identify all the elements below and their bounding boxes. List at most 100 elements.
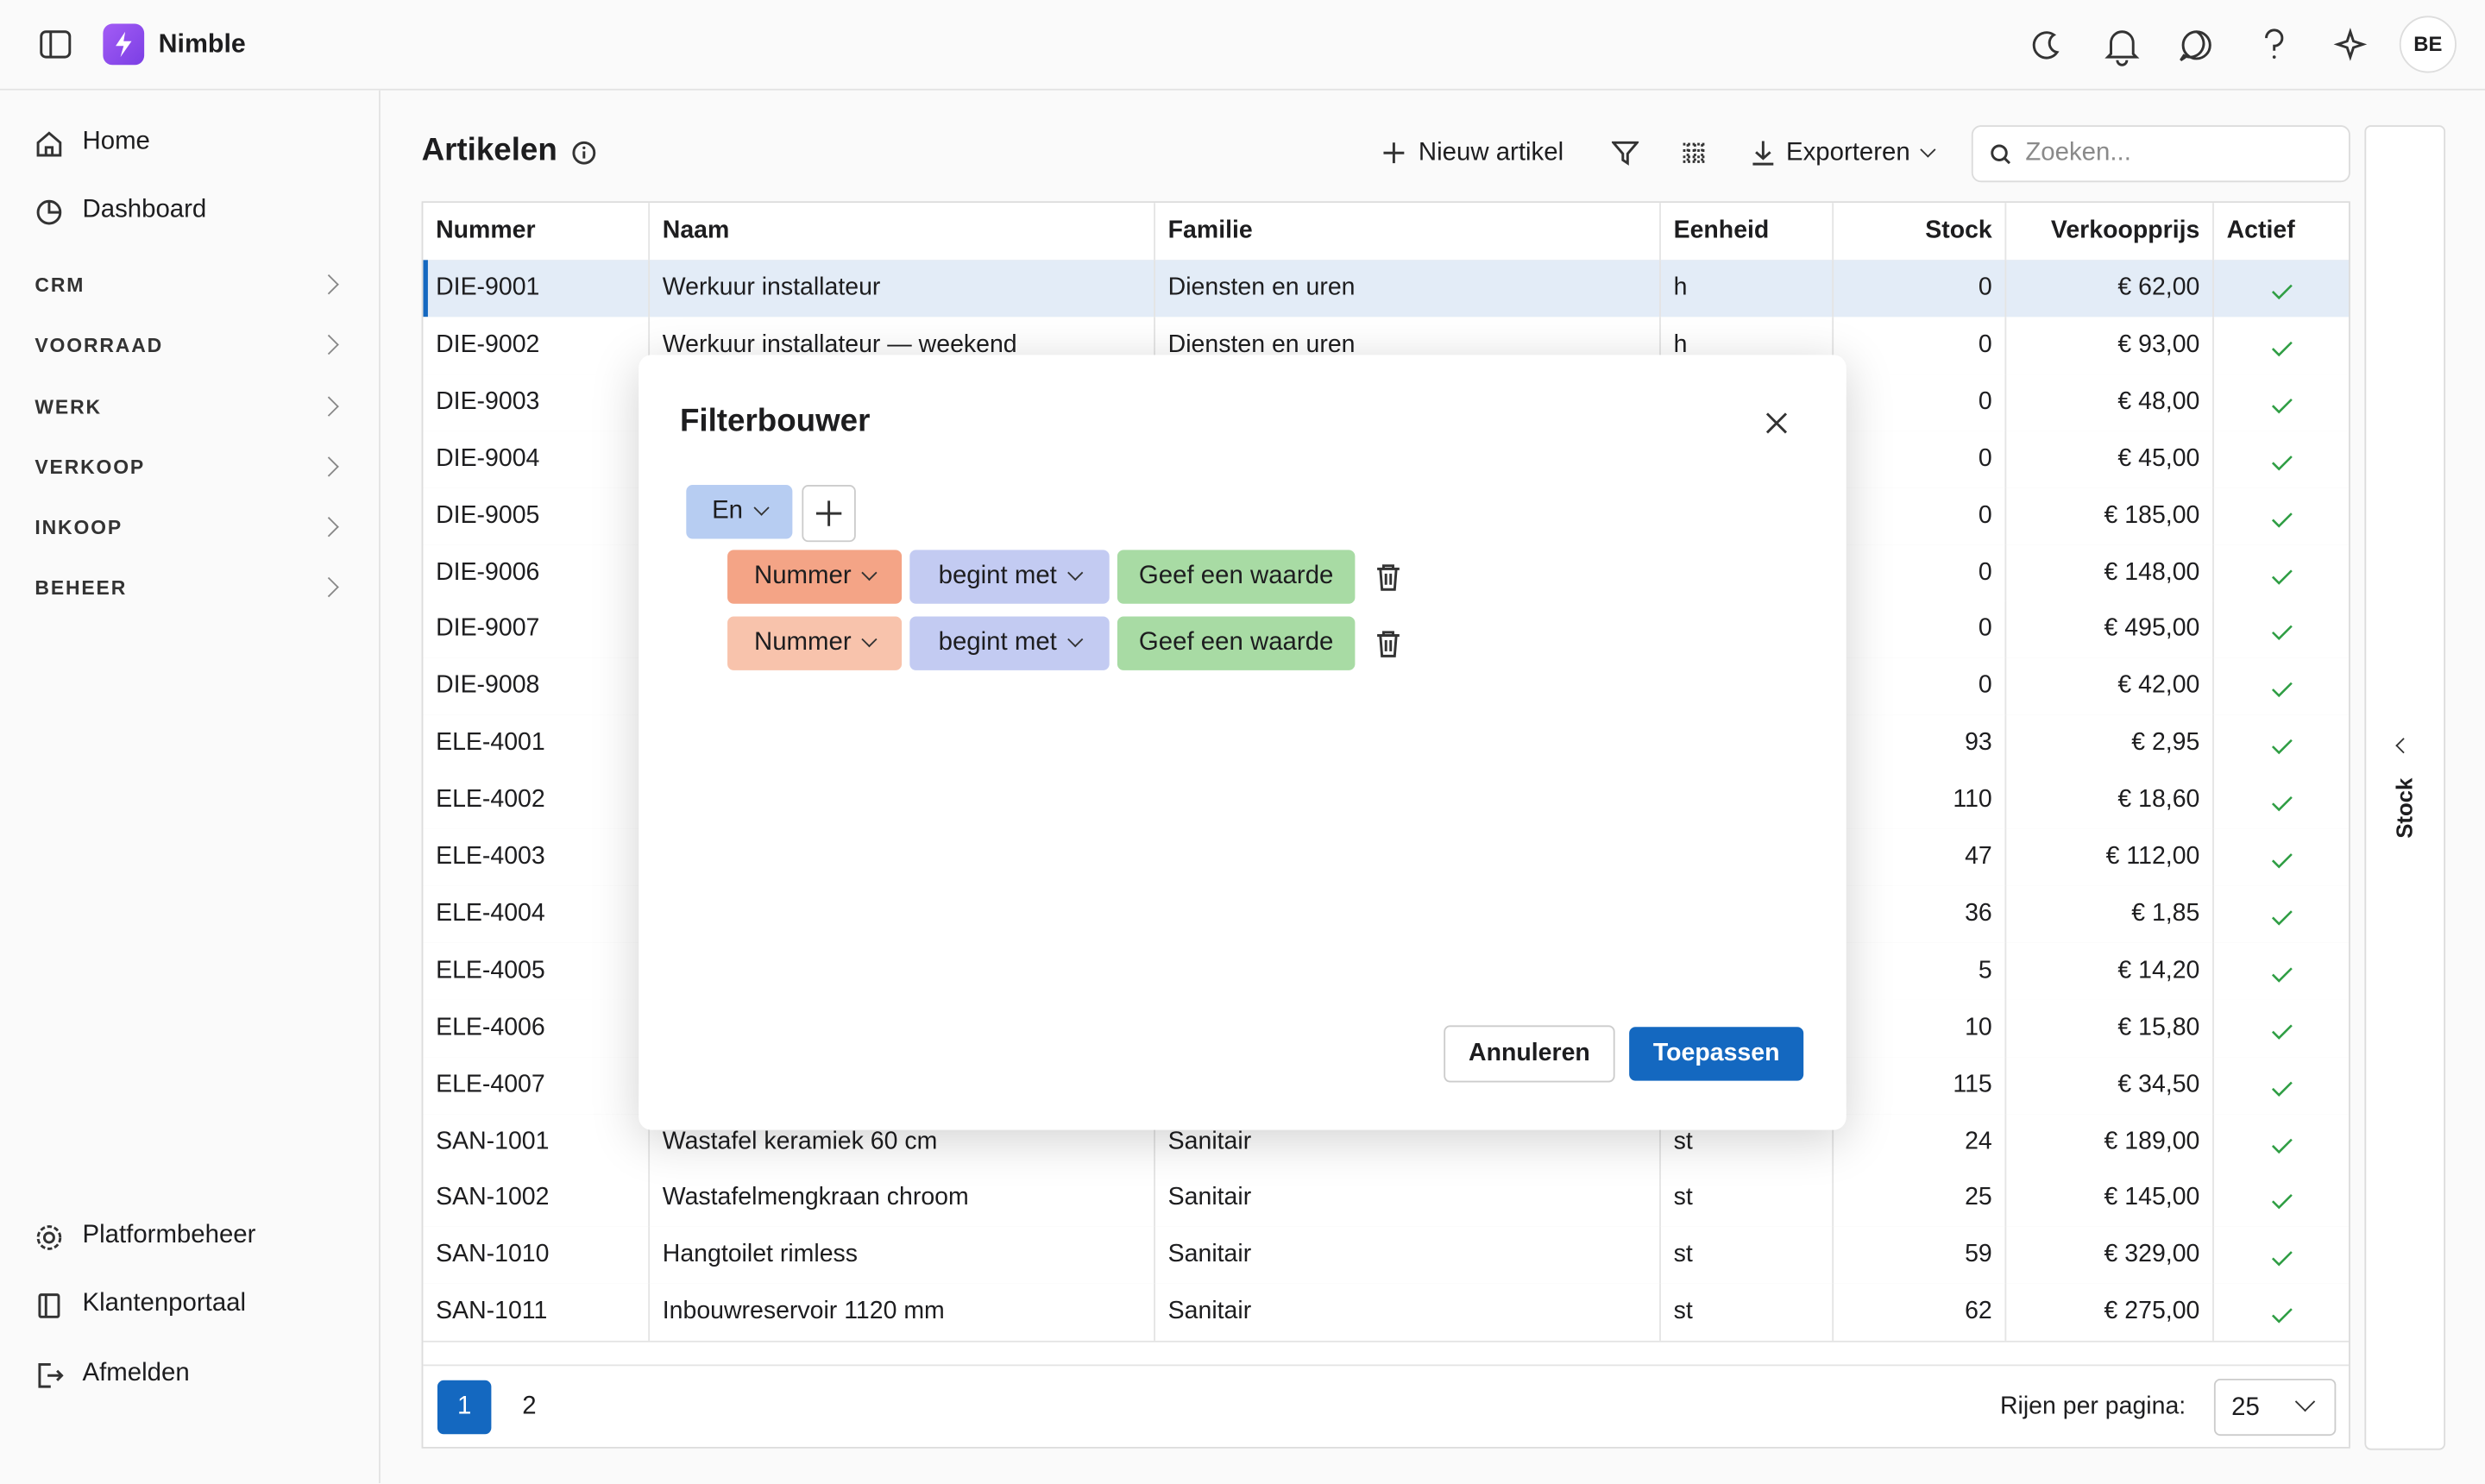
table-cell: DIE-9002 xyxy=(423,317,651,374)
avatar[interactable]: BE xyxy=(2399,16,2457,73)
table-cell: Sanitair xyxy=(1155,1227,1661,1285)
nav-icon[interactable] xyxy=(35,1361,64,1390)
nav-section[interactable]: VOORRAAD xyxy=(35,334,164,357)
table-cell: Werkuur installateur — weekend xyxy=(650,317,1155,374)
info-icon[interactable] xyxy=(572,141,596,165)
rule-condition-label: begint met xyxy=(938,629,1057,657)
nav-icon[interactable] xyxy=(35,130,63,159)
table-cell: st xyxy=(1661,1170,1834,1228)
add-rule-button[interactable] xyxy=(802,485,856,543)
table-header: Nummer Naam Familie Eenheid Stock Verkoopprij… xyxy=(423,203,2350,262)
table-row[interactable]: DIE-9001 Werkuur installateur Diensten en … xyxy=(423,260,2350,319)
rule-value[interactable]: Geef een waarde xyxy=(1117,616,1356,670)
header-icons[interactable] xyxy=(2013,25,2394,66)
rows-per-page-value: 25 xyxy=(2231,1394,2260,1422)
table-cell: DIE-9003 xyxy=(423,374,651,431)
table-cell: Sanitair xyxy=(1155,1284,1661,1342)
table-cell: Inbouwreservoir 1120 mm xyxy=(650,1284,1155,1342)
column-header[interactable]: Stock xyxy=(1834,203,2007,261)
table-cell: 0 xyxy=(1834,487,2007,545)
table-cell: Wastafel keramiek 60 cm xyxy=(650,1113,1155,1171)
column-header[interactable]: Actief xyxy=(2214,203,2349,260)
nav-section[interactable]: WERK xyxy=(35,396,102,418)
table-cell: € 2,95 xyxy=(2006,714,2214,772)
table-cell: Sanitair xyxy=(1155,1170,1661,1228)
table-cell: st xyxy=(1661,1284,1834,1342)
nav-section[interactable]: CRM xyxy=(35,274,85,297)
table-cell: € 148,00 xyxy=(2006,544,2214,602)
rule-field[interactable]: Nummer xyxy=(727,550,903,604)
table-cell: 59 xyxy=(1834,1227,2007,1285)
export-label: Exporteren xyxy=(1785,139,1910,167)
plus-icon xyxy=(1383,142,1405,164)
nav-section[interactable]: BEHEER xyxy=(35,576,128,600)
apply-button[interactable]: Toepassen xyxy=(1629,1027,1804,1081)
table-cell: 24 xyxy=(1834,1113,2007,1171)
table-cell: € 112,00 xyxy=(2006,828,2214,886)
new-item-button[interactable]: Nieuw artikel xyxy=(1418,139,1564,167)
active-check xyxy=(2271,849,2293,869)
rule-condition[interactable]: begint met xyxy=(909,616,1110,670)
nav-item[interactable]: Afmelden xyxy=(82,1359,190,1387)
page-button[interactable]: 2 xyxy=(522,1393,537,1420)
rule-field[interactable]: Nummer xyxy=(727,616,903,670)
table-cell: Hangtoilet rimless xyxy=(650,1227,1155,1285)
nav-icon[interactable] xyxy=(35,1223,63,1252)
nav-icon[interactable] xyxy=(35,198,63,227)
rows-per-page-select[interactable]: 25 xyxy=(2213,1378,2337,1437)
dialog-title: Filterbouwer xyxy=(679,404,871,439)
rule-value[interactable]: Geef een waarde xyxy=(1117,550,1356,604)
side-panel[interactable]: Stock xyxy=(2364,125,2446,1450)
column-header[interactable]: Verkoopprijs xyxy=(2006,203,2214,261)
table-cell: 5 xyxy=(1834,942,2007,1000)
table-cell: 110 xyxy=(1834,771,2007,829)
operator-select[interactable]: En xyxy=(686,485,793,539)
active-check xyxy=(2271,736,2293,755)
table-cell: ELE-4004 xyxy=(423,885,651,943)
nav-item[interactable]: Home xyxy=(82,128,150,155)
table-row[interactable]: SAN-1002 Wastafelmengkraan chroom Sanitair… xyxy=(423,1170,2350,1229)
search-box[interactable]: Zoeken... xyxy=(1971,125,2350,183)
nav-item[interactable]: Klantenportaal xyxy=(82,1290,247,1317)
search-placeholder: Zoeken... xyxy=(2025,139,2131,167)
active-check xyxy=(2271,906,2293,926)
active-check xyxy=(2271,1248,2293,1267)
chevron xyxy=(318,274,339,295)
table-cell: € 189,00 xyxy=(2006,1113,2214,1171)
table-cell: DIE-9001 xyxy=(423,260,651,318)
rule-condition-label: begint met xyxy=(938,563,1057,590)
table-cell: 0 xyxy=(1834,431,2007,488)
table-cell: h xyxy=(1661,317,1834,374)
nav-item[interactable]: Platformbeheer xyxy=(82,1222,256,1249)
sidebar-toggle[interactable] xyxy=(40,30,72,59)
rule-condition[interactable]: begint met xyxy=(909,550,1110,604)
rule-field-label: Nummer xyxy=(753,629,852,657)
nav-section[interactable]: VERKOOP xyxy=(35,456,146,479)
logo xyxy=(103,23,145,66)
table-row[interactable]: SAN-1010 Hangtoilet rimless Sanitair st 59 € … xyxy=(423,1227,2350,1286)
nav-section[interactable]: INKOOP xyxy=(35,516,123,539)
table-row[interactable]: SAN-1011 Inbouwreservoir 1120 mm Sanitair s… xyxy=(423,1284,2350,1343)
active-check xyxy=(2271,1305,2293,1324)
table-cell: h xyxy=(1661,260,1834,318)
table-cell: 10 xyxy=(1834,999,2007,1057)
column-header[interactable]: Eenheid xyxy=(1661,203,1834,261)
table-cell: 115 xyxy=(1834,1056,2007,1114)
cancel-button[interactable]: Annuleren xyxy=(1444,1025,1615,1083)
active-check xyxy=(2271,508,2293,527)
export-button[interactable]: Exporteren xyxy=(1785,139,1936,168)
delete-rule[interactable] xyxy=(1375,629,1400,657)
column-header[interactable]: Familie xyxy=(1155,203,1661,261)
close-button[interactable] xyxy=(1764,411,1789,436)
delete-rule[interactable] xyxy=(1375,563,1400,591)
page-button[interactable]: 1 xyxy=(437,1380,492,1435)
column-header[interactable]: Nummer xyxy=(423,203,651,261)
columns-button[interactable] xyxy=(1682,142,1708,163)
table-cell: € 1,85 xyxy=(2006,885,2214,943)
table-cell: SAN-1011 xyxy=(423,1284,651,1342)
column-header[interactable]: Naam xyxy=(650,203,1155,261)
nav-item[interactable]: Dashboard xyxy=(82,196,207,223)
filter-button[interactable] xyxy=(1611,140,1639,167)
nav-icon[interactable] xyxy=(35,1292,63,1320)
chevron xyxy=(318,517,339,538)
